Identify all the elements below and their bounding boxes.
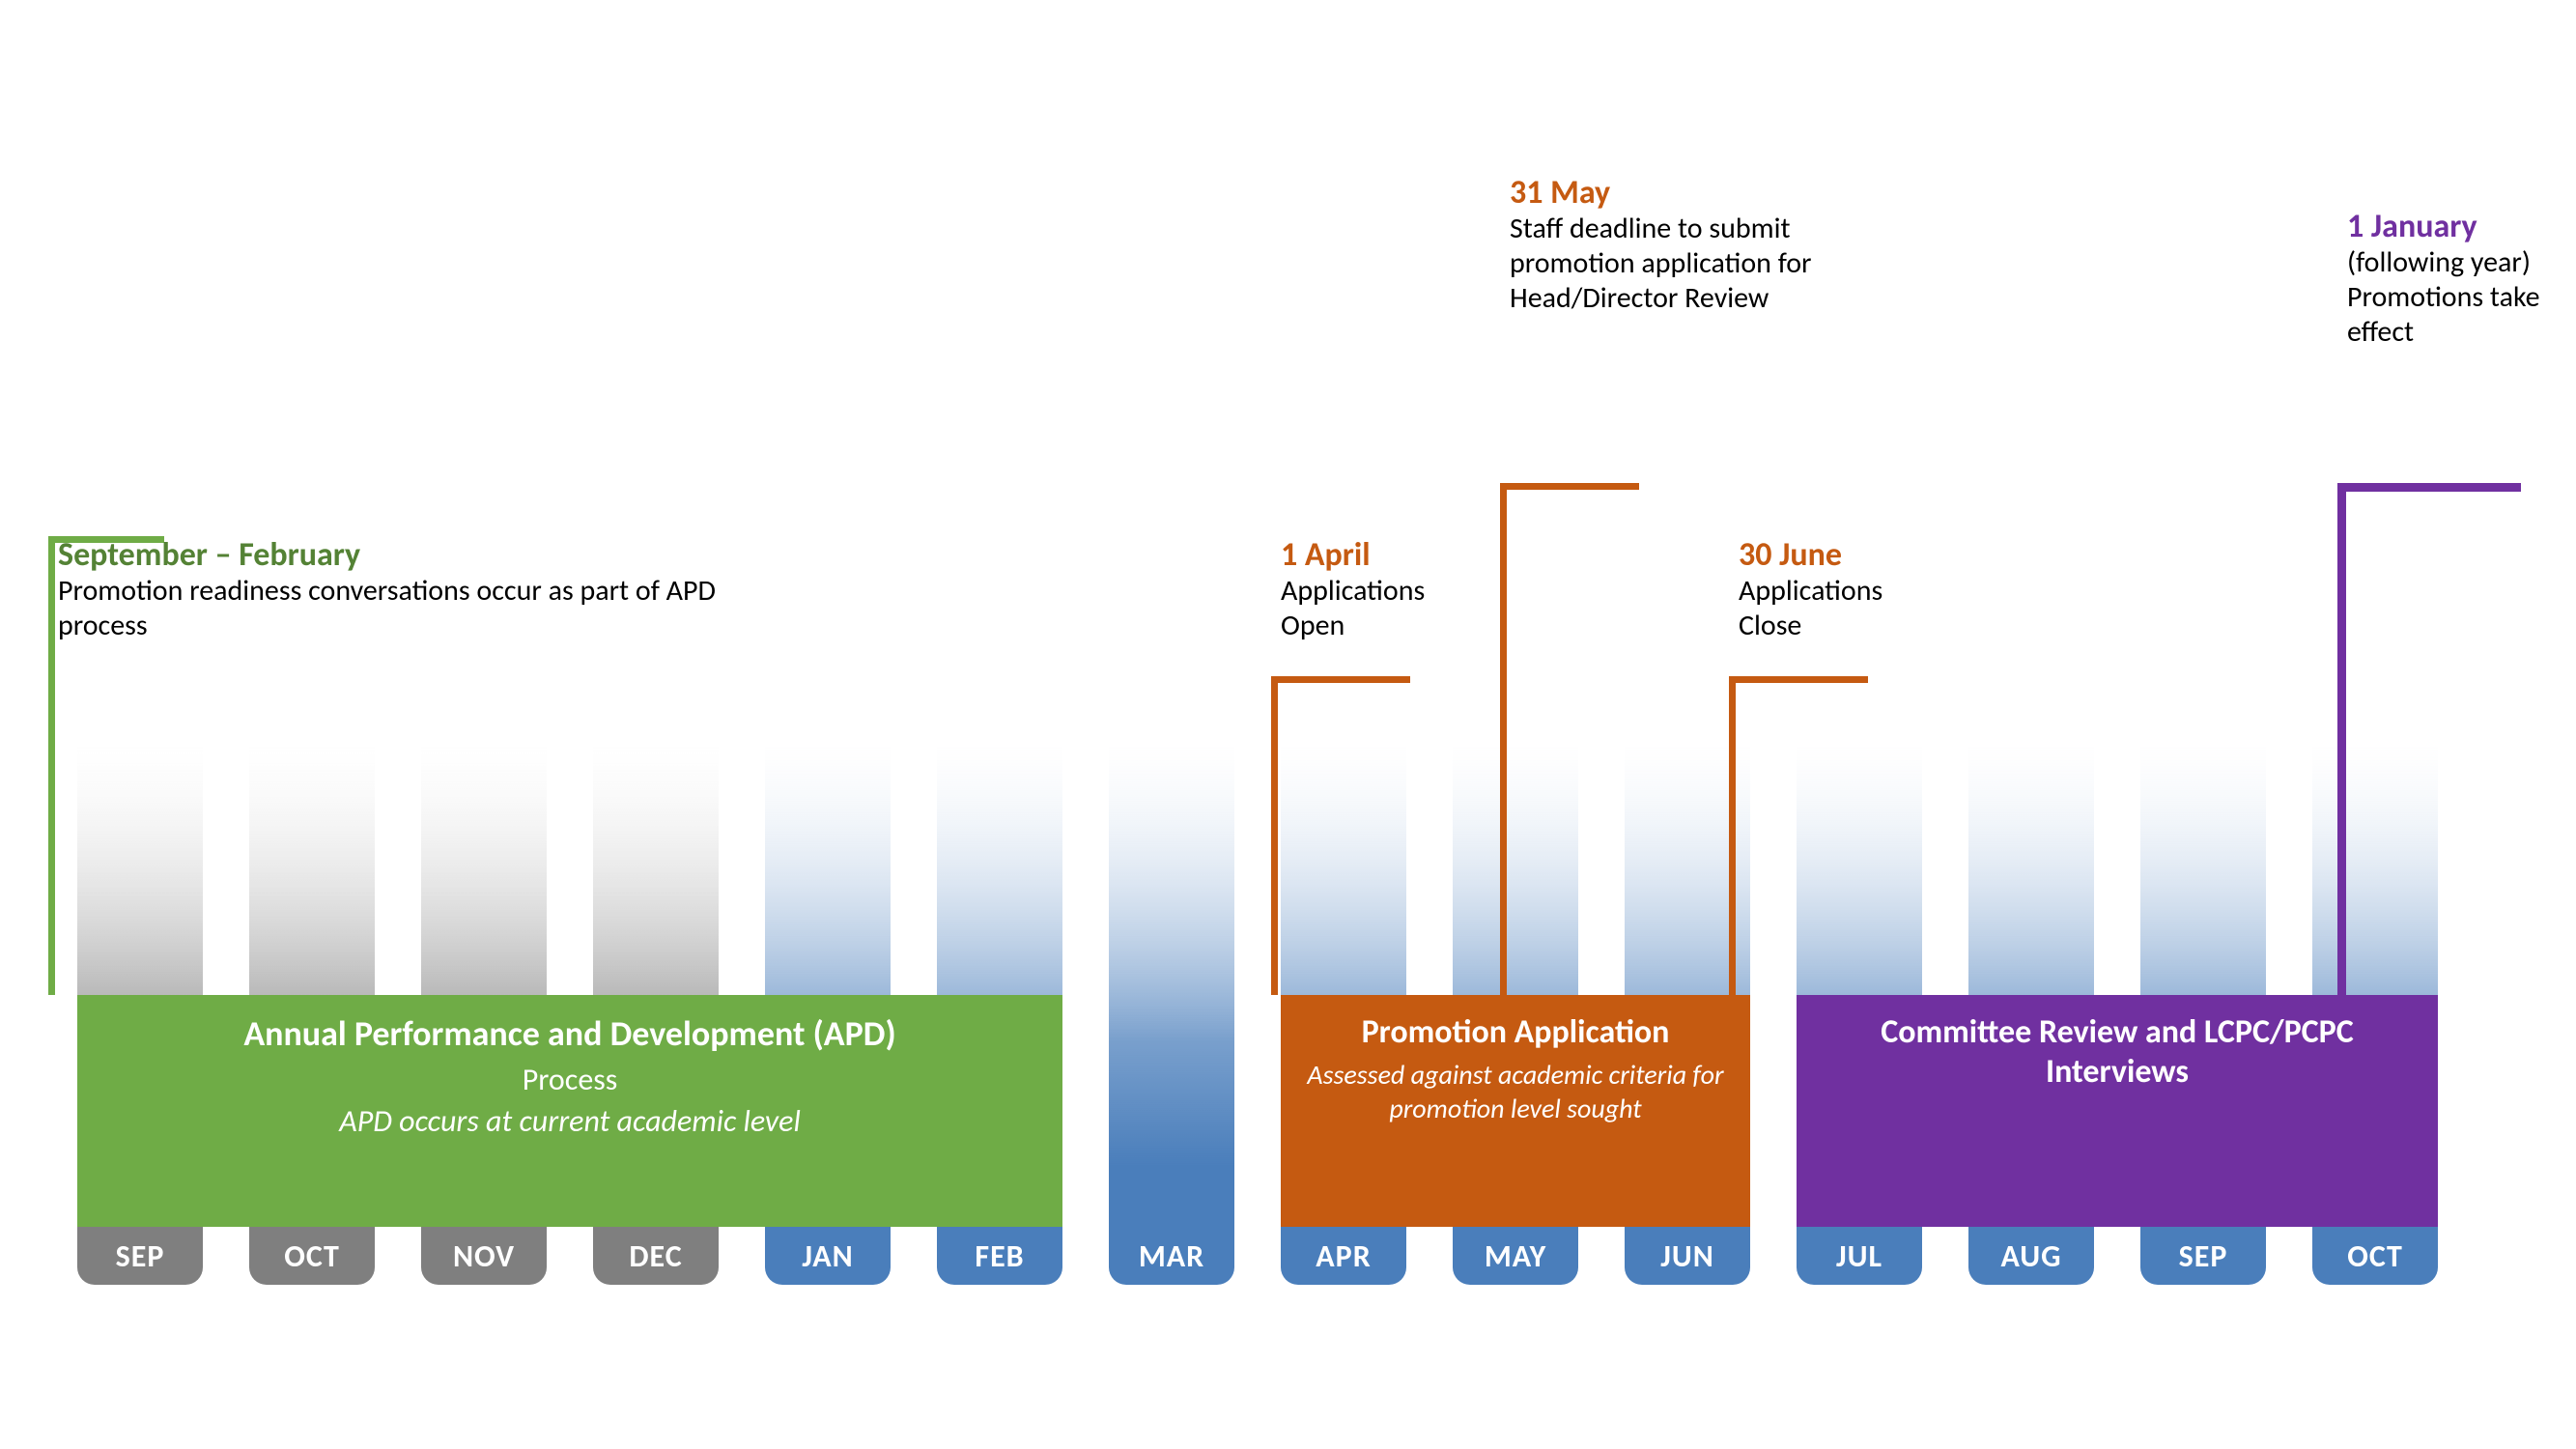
callout-may31: 31 MayStaff deadline to submit promotion… [1510,174,1819,316]
callout-line-h-apr1 [1271,676,1410,683]
month-label: JUL [1797,1237,1922,1275]
callout-line-v-apr1 [1271,676,1278,995]
callout-body: Staff deadline to submit promotion appli… [1510,212,1819,316]
callout-title: 1 April [1281,536,1493,574]
callout-jan1: 1 January(following year) Promotions tak… [2347,208,2560,350]
month-label: OCT [2312,1237,2438,1275]
callout-body: (following year) Promotions take effect [2347,245,2560,350]
month-label: SEP [2140,1237,2266,1275]
phase-promo: Promotion Application Assessed against ac… [1281,995,1750,1227]
phase-sub2: APD occurs at current academic level [97,1102,1043,1140]
callout-jun30: 30 JuneApplications Close [1739,536,1951,643]
callout-line-v-jun30 [1729,676,1736,995]
callout-body: Applications Close [1739,574,1951,643]
callout-title: 1 January [2347,208,2560,245]
month-label: FEB [937,1237,1062,1275]
callout-line-h-jan1 [2337,483,2521,492]
month-label: MAY [1453,1237,1578,1275]
month-label: AUG [1968,1237,2094,1275]
callout-line-v-may31 [1500,483,1507,995]
month-label: SEP [77,1237,203,1275]
month-label: OCT [249,1237,375,1275]
month-label: APR [1281,1237,1406,1275]
callout-title: 31 May [1510,174,1819,212]
month-label: NOV [421,1237,547,1275]
callout-line-v-sept_feb [48,536,55,995]
callout-title: 30 June [1739,536,1951,574]
phase-title: Annual Performance and Development (APD) [97,1012,1043,1055]
phase-sub1: Assessed against academic criteria for p… [1300,1058,1731,1125]
month-col-6: MAR [1109,744,1234,1285]
month-label: DEC [593,1237,719,1275]
phase-sub1: Process [97,1061,1043,1098]
callout-line-h-may31 [1500,483,1639,490]
callout-line-h-jun30 [1729,676,1868,683]
callout-line-v-jan1 [2337,483,2346,995]
callout-body: Applications Open [1281,574,1493,643]
callout-title: September – February [58,536,773,574]
phase-title: Committee Review and LCPC/PCPC Interview… [1816,1012,2419,1092]
phase-committee: Committee Review and LCPC/PCPC Interview… [1797,995,2438,1227]
phase-apd: Annual Performance and Development (APD)… [77,995,1062,1227]
month-label: JUN [1625,1237,1750,1275]
month-label: JAN [765,1237,891,1275]
callout-body: Promotion readiness conversations occur … [58,574,773,643]
timeline-canvas: SEP OCT NOV DEC JAN FEB MAR APR MAY JUN JUL AUG SEP O… [0,0,2576,1449]
month-label: MAR [1109,1237,1234,1275]
callout-sept_feb: September – FebruaryPromotion readiness … [58,536,773,643]
phase-title: Promotion Application [1300,1012,1731,1052]
callout-apr1: 1 AprilApplications Open [1281,536,1493,643]
